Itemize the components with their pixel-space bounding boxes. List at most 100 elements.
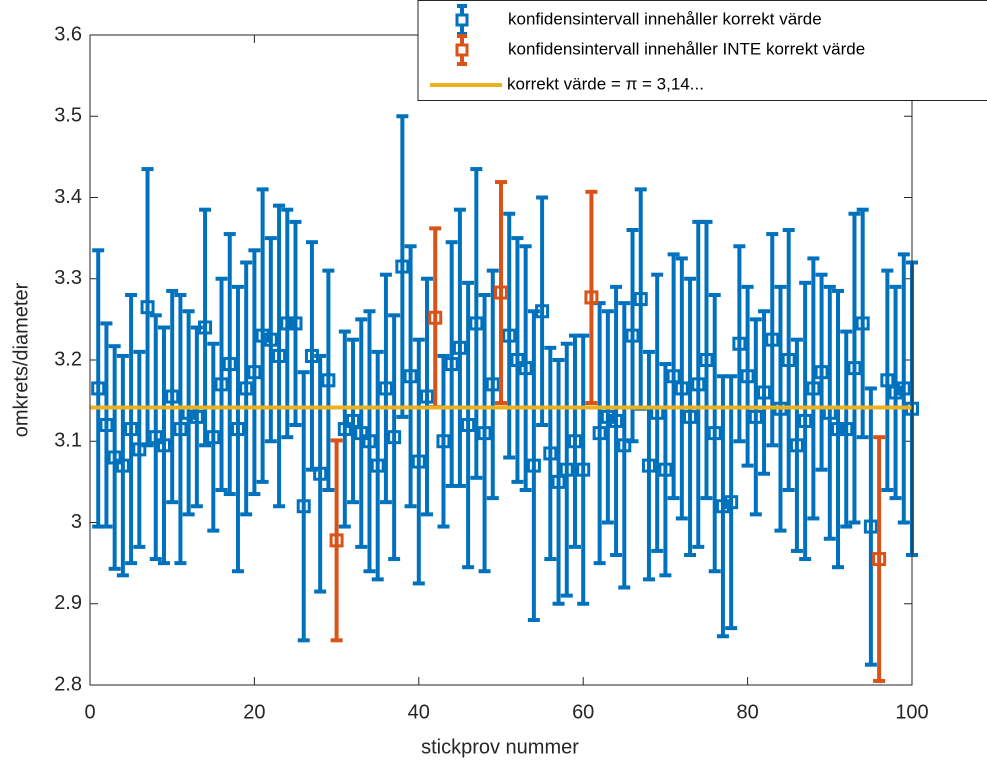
error-bar-group (420, 276, 435, 517)
y-tick-label: 3 (71, 511, 82, 533)
point-marker (337, 422, 352, 437)
point-marker (485, 377, 500, 392)
x-tick-label: 60 (572, 701, 594, 723)
x-tick-label: 40 (408, 701, 430, 723)
error-bar-group (683, 276, 698, 557)
y-axis-label: omkrets/diameter (10, 282, 32, 437)
error-bar-group (896, 252, 911, 525)
point-marker (699, 353, 714, 367)
point-marker (239, 381, 254, 396)
error-bar-group (872, 435, 887, 683)
error-bar-group (378, 272, 393, 505)
error-bar-group (452, 207, 467, 488)
point-marker (173, 422, 188, 437)
point-marker (156, 438, 171, 453)
error-bar-group (617, 301, 632, 590)
error-bar-group (592, 301, 607, 566)
error-bar-group (214, 276, 229, 492)
point-marker (214, 377, 229, 392)
error-bar-group (609, 284, 624, 557)
point-marker (230, 422, 245, 437)
error-bar-group (288, 219, 303, 427)
y-tick-label: 3.6 (54, 23, 82, 45)
point-marker (691, 377, 706, 392)
error-bar-group (436, 353, 451, 529)
x-tick-label: 80 (736, 701, 758, 723)
error-bar-group (748, 317, 763, 517)
point-marker (740, 369, 755, 384)
error-bar-group (502, 211, 517, 460)
error-bar-group (510, 236, 525, 484)
point-marker (757, 385, 772, 400)
point-marker (847, 361, 862, 376)
point-marker (518, 361, 533, 376)
point-marker (732, 336, 747, 351)
error-bar-group (666, 252, 681, 501)
error-bar-group (477, 293, 492, 574)
error-bar-group (863, 386, 878, 667)
point-marker (781, 353, 796, 367)
error-bar-group (91, 248, 106, 529)
point-marker (609, 413, 624, 428)
error-bar-group (822, 284, 837, 541)
error-bar-group (247, 248, 262, 497)
point-marker (411, 454, 426, 469)
x-tick-label: 0 (84, 701, 95, 723)
point-marker (354, 426, 369, 441)
error-bar-group (313, 353, 328, 594)
error-bar-group (543, 345, 558, 562)
point-marker (502, 328, 517, 343)
point-marker (91, 381, 106, 396)
point-marker (378, 381, 393, 396)
error-bar-group (485, 268, 500, 501)
error-bar-group (814, 272, 829, 472)
point-marker (115, 458, 130, 473)
legend-label: konfidensintervall innehåller INTE korre… (508, 39, 865, 58)
error-bar-group (806, 256, 821, 521)
error-bar-group (173, 293, 188, 566)
error-bar-group (789, 337, 804, 553)
point-marker (872, 552, 887, 567)
error-bar-group (370, 349, 385, 582)
error-bar-group (387, 313, 402, 562)
error-bar-group (165, 288, 180, 505)
x-tick-label: 20 (243, 701, 265, 723)
point-marker (658, 462, 673, 477)
point-marker (321, 373, 336, 388)
point-marker (107, 450, 122, 465)
point-marker (748, 409, 763, 424)
point-marker (99, 418, 114, 432)
legend-label: korrekt värde = π = 3,14... (507, 74, 704, 93)
error-bar-group (140, 167, 155, 448)
error-bar-group (526, 309, 541, 622)
point-marker (666, 369, 681, 384)
error-bar-group (115, 353, 130, 578)
point-marker (198, 320, 213, 335)
y-tick-label: 2.8 (54, 673, 82, 695)
point-marker (222, 357, 237, 372)
error-bar-group (584, 189, 599, 406)
error-bar-group (518, 244, 533, 492)
point-marker (148, 430, 163, 445)
error-bar-group (707, 293, 722, 574)
point-marker (346, 413, 361, 428)
error-bar-group (880, 268, 895, 492)
y-tick-label: 3.4 (54, 186, 82, 208)
error-bar-group (321, 268, 336, 492)
y-tick-label: 2.9 (54, 592, 82, 614)
error-bar-group (395, 114, 410, 419)
point-marker (839, 422, 854, 437)
error-bar-group (99, 321, 114, 529)
legend-box (417, 0, 987, 101)
point-marker (263, 332, 278, 347)
point-marker (428, 310, 443, 325)
point-marker (831, 422, 846, 437)
error-bar-group (855, 207, 870, 440)
point-marker (477, 426, 492, 441)
point-marker (452, 340, 467, 355)
point-marker (535, 304, 550, 319)
point-marker (707, 426, 722, 441)
point-marker (124, 422, 139, 437)
error-bar-group (280, 207, 295, 440)
error-bar-group (124, 293, 139, 566)
